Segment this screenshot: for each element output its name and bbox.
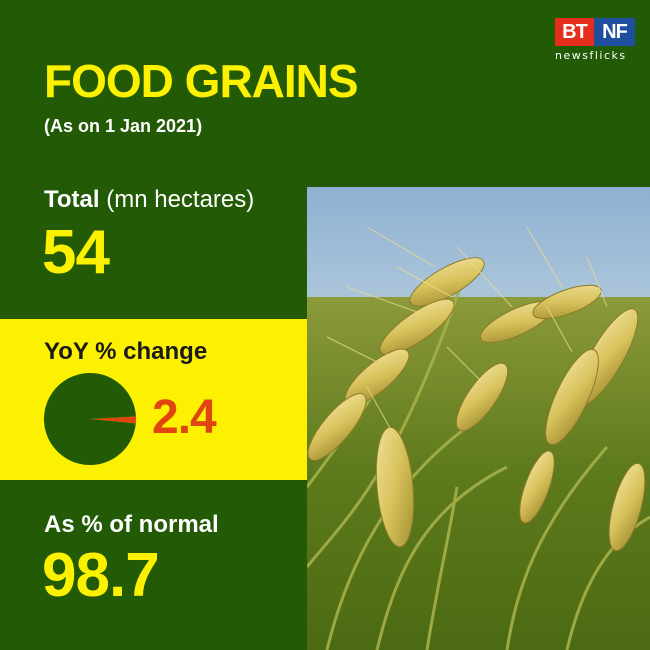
wheat-field-photo (307, 187, 650, 650)
total-value: 54 (42, 218, 110, 287)
yoy-value: 2.4 (152, 391, 217, 444)
page-title: FOOD GRAINS (44, 55, 359, 107)
total-unit: (mn hectares) (106, 186, 255, 213)
logo-tagline: newsflicks (555, 49, 627, 62)
page-subtitle: (As on 1 Jan 2021) (44, 116, 203, 136)
yoy-pie-chart (43, 373, 136, 466)
total-label-row: Total (mn hectares) (44, 188, 254, 212)
pie-slice-change (90, 416, 136, 424)
logo-mark: BT NF (555, 18, 637, 46)
pie-slice-rest (43, 373, 136, 466)
logo-bt: BT (555, 18, 594, 46)
logo-nf: NF (594, 18, 635, 46)
bt-newsflicks-logo: BT NF newsflicks (555, 18, 637, 62)
yoy-band: YoY % change 2.4 (0, 319, 307, 480)
total-label: Total (44, 186, 100, 213)
yoy-label: YoY % change (44, 338, 208, 365)
normal-label: As % of normal (44, 511, 219, 538)
normal-value: 98.7 (42, 541, 160, 610)
